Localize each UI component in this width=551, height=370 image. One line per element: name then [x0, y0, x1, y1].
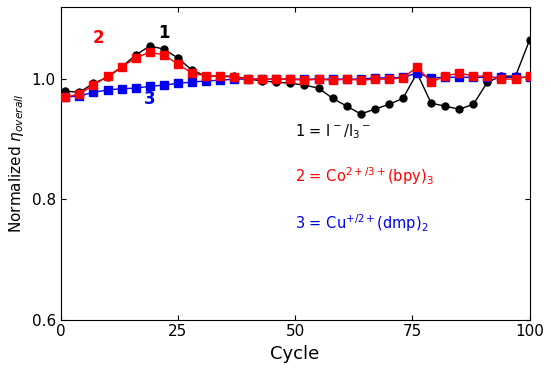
Text: 1: 1 [158, 24, 170, 42]
Text: 3 = Cu$^{+/2+}$(dmp)$_2$: 3 = Cu$^{+/2+}$(dmp)$_2$ [295, 212, 429, 233]
Text: 1 = I$^-$/I$_3$$^-$: 1 = I$^-$/I$_3$$^-$ [295, 123, 371, 141]
Text: 2 = Co$^{2+/3+}$(bpy)$_3$: 2 = Co$^{2+/3+}$(bpy)$_3$ [295, 165, 434, 186]
Y-axis label: Normalized $\it{\eta}$$_{overall}$: Normalized $\it{\eta}$$_{overall}$ [7, 94, 26, 233]
Text: 2: 2 [93, 29, 104, 47]
Text: 3: 3 [144, 90, 155, 108]
X-axis label: Cycle: Cycle [271, 345, 320, 363]
